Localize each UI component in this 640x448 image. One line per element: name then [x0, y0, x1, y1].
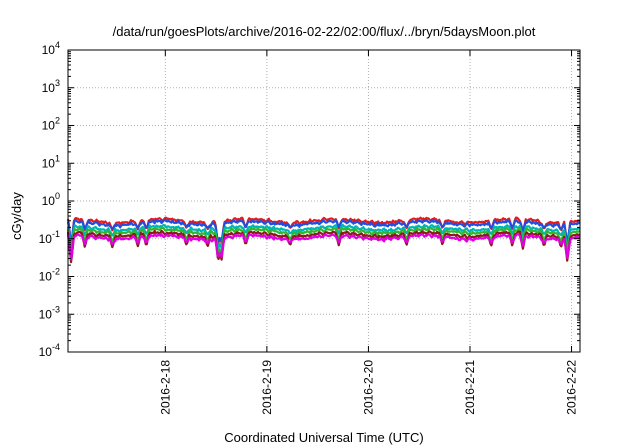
grid-lines — [68, 50, 580, 352]
y-tick-label: 103 — [42, 78, 60, 95]
series-line — [66, 223, 581, 252]
series-line — [66, 218, 581, 246]
chart-title: /data/run/goesPlots/archive/2016-02-22/0… — [113, 24, 536, 39]
y-tick-label: 104 — [42, 40, 60, 57]
y-tick-label: 101 — [42, 153, 60, 170]
y-tick-label: 100 — [42, 191, 60, 208]
x-tick-label: 2016-2-22 — [565, 360, 579, 415]
x-tick-labels: 2016-2-18 2016-2-19 2016-2-20 2016-2-21 2016… — [158, 360, 578, 415]
axes — [67, 49, 581, 353]
series-group — [66, 216, 581, 264]
y-tick-labels: 10-4 10-3 10-2 10-1 100 101 102 103 104 — [39, 40, 60, 359]
y-tick-label: 10-1 — [39, 229, 60, 246]
y-tick-label: 102 — [42, 116, 60, 133]
series-line — [66, 226, 581, 258]
y-tick-label: 10-3 — [39, 304, 60, 321]
x-tick-label: 2016-2-18 — [158, 360, 172, 415]
x-tick-label: 2016-2-21 — [463, 360, 477, 415]
y-tick-label: 10-2 — [39, 267, 60, 284]
x-tick-label: 2016-2-19 — [260, 360, 274, 415]
y-tick-label: 10-4 — [39, 342, 60, 359]
x-axis-label: Coordinated Universal Time (UTC) — [224, 430, 423, 445]
x-tick-label: 2016-2-20 — [361, 360, 375, 415]
y-axis-label: cGy/day — [9, 192, 24, 240]
series-line — [66, 232, 581, 261]
plot-border — [67, 49, 581, 353]
series-line — [66, 216, 581, 247]
